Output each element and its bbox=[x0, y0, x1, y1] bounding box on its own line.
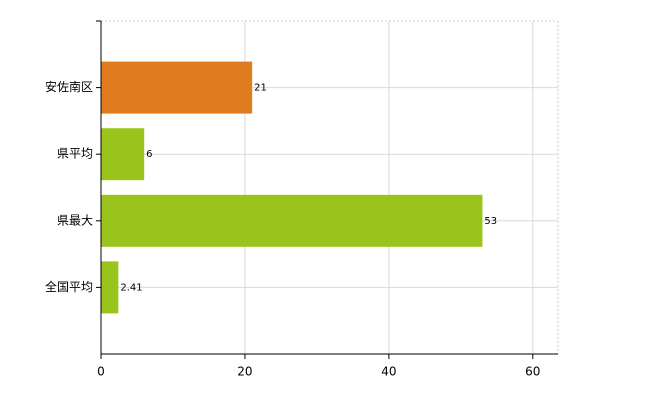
x-tick-label: 40 bbox=[381, 365, 396, 379]
y-tick-label: 安佐南区 bbox=[45, 79, 93, 94]
bar bbox=[101, 261, 119, 314]
value-label: 2.41 bbox=[120, 282, 142, 293]
bar bbox=[101, 128, 145, 181]
value-label: 21 bbox=[254, 83, 267, 94]
x-tick-label: 20 bbox=[237, 365, 252, 379]
value-label: 53 bbox=[484, 216, 497, 227]
bar bbox=[101, 194, 483, 247]
value-label: 6 bbox=[146, 149, 152, 160]
y-tick-label: 全国平均 bbox=[45, 279, 93, 294]
bar bbox=[101, 61, 253, 114]
y-tick-label: 県最大 bbox=[57, 213, 93, 227]
y-tick-label: 県平均 bbox=[57, 147, 93, 161]
x-tick-label: 60 bbox=[525, 365, 540, 379]
x-tick-label: 0 bbox=[97, 365, 105, 379]
